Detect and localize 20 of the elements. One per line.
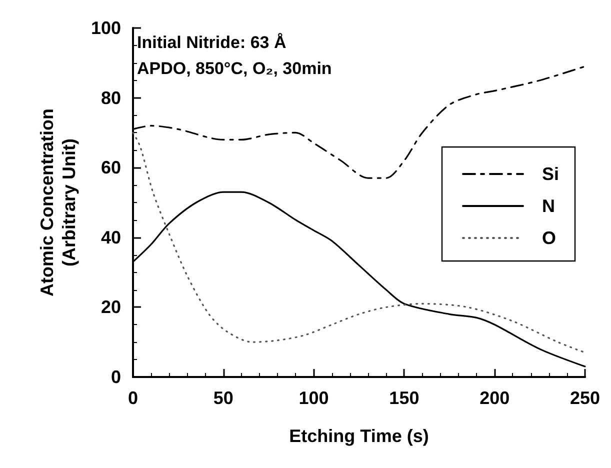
y-tick-label: 40 xyxy=(100,227,121,248)
x-tick-label: 200 xyxy=(480,388,510,408)
x-tick-label: 150 xyxy=(389,388,420,408)
y-axis-title: Atomic Concentration (Arbitrary Unit) xyxy=(37,108,80,297)
y-tick-label: 0 xyxy=(110,367,121,387)
legend-label: O xyxy=(542,228,556,248)
legend-label: N xyxy=(542,196,555,216)
x-axis-title: Etching Time (s) xyxy=(289,426,429,446)
x-tick-label: 50 xyxy=(213,388,234,408)
y-tick-label: 100 xyxy=(90,18,121,38)
annotation: Initial Nitride: 63 Å xyxy=(137,33,286,52)
line-series xyxy=(132,132,586,354)
x-tick-label: 0 xyxy=(128,388,138,408)
y-tick-label: 60 xyxy=(100,158,121,178)
x-tick-label: 100 xyxy=(298,388,329,408)
legend-label: Si xyxy=(542,164,560,184)
y-tick-label: 80 xyxy=(100,88,121,108)
y-tick-label: 20 xyxy=(100,297,121,318)
annotation: APDO, 850°C, O₂, 30min xyxy=(137,59,332,78)
x-tick-label: 250 xyxy=(570,388,600,408)
